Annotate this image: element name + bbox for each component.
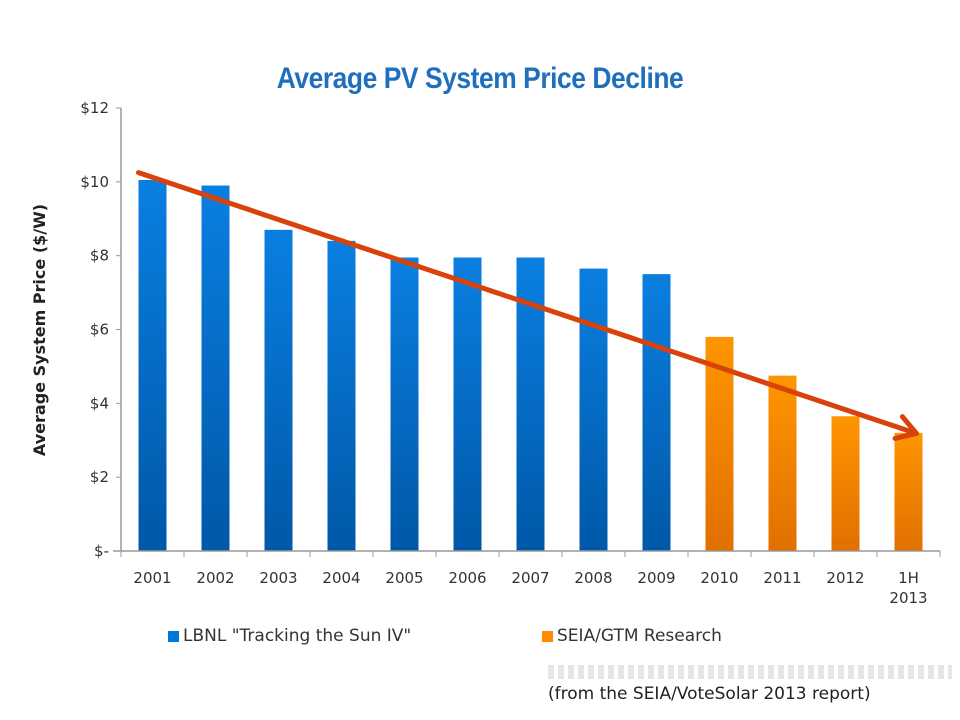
source-note: (from the SEIA/VoteSolar 2013 report) (548, 684, 871, 704)
x-tick-label: 2005 (385, 569, 423, 587)
bar-seia-1H2013 (894, 432, 923, 551)
y-tick-label: $- (94, 542, 109, 560)
legend-item-seia: SEIA/GTM Research (542, 626, 722, 646)
bar-lbnl-2005 (390, 257, 419, 551)
x-tick-label-line: 2006 (448, 569, 486, 587)
legend-item-lbnl: LBNL "Tracking the Sun IV" (168, 626, 411, 646)
bar-lbnl-2008 (579, 268, 608, 551)
bar-lbnl-2004 (327, 240, 356, 551)
y-axis-label: Average System Price ($/W) (30, 204, 49, 456)
x-tick-label-line: 2008 (574, 569, 612, 587)
bar-lbnl-2002 (201, 185, 230, 551)
x-tick-label-line: 2009 (637, 569, 675, 587)
x-tick-label: 2003 (259, 569, 297, 587)
y-tick-label: $10 (80, 173, 109, 191)
x-tick-label: 1H 2013 (889, 569, 927, 607)
x-tick-label: 2010 (700, 569, 738, 587)
x-tick-label-line: 2011 (763, 569, 801, 587)
bar-seia-2011 (768, 375, 797, 551)
x-tick-label-line: 2002 (196, 569, 234, 587)
legend-label-lbnl: LBNL "Tracking the Sun IV" (183, 626, 412, 646)
bar-lbnl-2001 (138, 179, 167, 552)
x-tick-label: 2002 (196, 569, 234, 587)
x-tick-label-line: 2010 (700, 569, 738, 587)
bar-seia-2012 (831, 416, 860, 551)
y-tick-label: $2 (90, 468, 109, 486)
y-tick-label: $12 (80, 99, 109, 117)
x-tick-label: 2009 (637, 569, 675, 587)
legend-label-seia: SEIA/GTM Research (557, 626, 722, 646)
y-tick-label: $8 (90, 247, 109, 265)
bar-lbnl-2006 (453, 257, 482, 551)
bar-lbnl-2003 (264, 229, 293, 551)
x-tick-label: 2004 (322, 569, 360, 587)
x-tick-label-line: 2007 (511, 569, 549, 587)
faint-artifact (548, 665, 952, 679)
x-tick-label-line: 2012 (826, 569, 864, 587)
legend-swatch-seia (542, 630, 553, 642)
x-tick-label-line: 2013 (889, 589, 927, 607)
x-tick-label-line: 2005 (385, 569, 423, 587)
chart-title: Average PV System Price Decline (276, 62, 684, 95)
x-tick-label-line: 2001 (133, 569, 171, 587)
x-tick-label-line: 2003 (259, 569, 297, 587)
x-tick-label: 2012 (826, 569, 864, 587)
bar-lbnl-2009 (642, 274, 671, 551)
y-tick-label: $6 (90, 321, 109, 339)
x-tick-label: 2008 (574, 569, 612, 587)
x-tick-label-line: 2004 (322, 569, 360, 587)
x-tick-label: 2007 (511, 569, 549, 587)
x-tick-label: 2011 (763, 569, 801, 587)
x-tick-label: 2001 (133, 569, 171, 587)
trend-arrow-line (136, 170, 919, 436)
trend-arrow-head (892, 414, 919, 441)
x-tick-label-line: 1H (898, 569, 919, 587)
y-tick-label: $4 (90, 394, 109, 412)
x-tick-label: 2006 (448, 569, 486, 587)
legend-swatch-lbnl (168, 630, 179, 642)
